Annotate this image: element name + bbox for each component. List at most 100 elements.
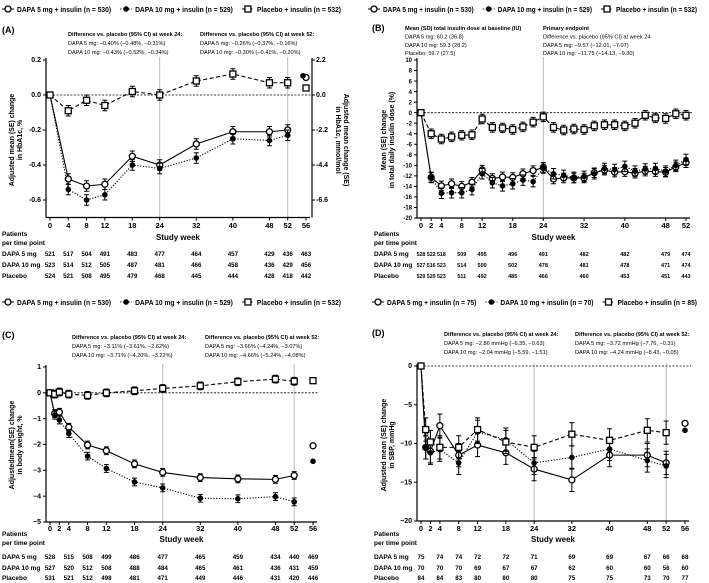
- x-tick-label: 0: [419, 524, 423, 533]
- annotation-text: DAPA 10 mg: −4.66% (−5.24%, −4.08%): [205, 353, 306, 359]
- patients-row: Placebo 531 521 512 498 481 471 449 446 431 420 446: [2, 575, 319, 582]
- patients-count: 508: [82, 554, 93, 561]
- y-tick-label: 6: [409, 79, 413, 85]
- legend-item: Placebo + insulin (n = 532): [241, 5, 341, 14]
- patients-count: 459: [233, 554, 244, 561]
- legend-item: Placebo + insulin (n = 532): [600, 5, 697, 14]
- legend-item: Placebo + insulin (n = 532): [241, 298, 341, 307]
- patients-count: 72: [502, 554, 509, 561]
- legend-marker-icon: [244, 5, 252, 13]
- patients-label: per time point: [2, 240, 46, 247]
- x-tick-label: 2: [57, 524, 61, 533]
- patients-count: 491: [100, 251, 111, 258]
- patients-count: 515: [64, 554, 75, 561]
- data-point: [101, 180, 109, 188]
- data-point: [643, 426, 651, 434]
- annotation-text: DAPA 10 mg: −0.43% (−0.52%, −0.34%): [68, 50, 169, 56]
- patients-row-label: Placebo: [2, 575, 27, 582]
- patients-count: 488: [129, 565, 140, 572]
- patients-count: 524: [45, 273, 56, 280]
- x-tick-label: 4: [66, 221, 71, 230]
- patients-row: DAPA 10 mg 527 516 523 514 500 502 478 481 478 471…: [374, 262, 692, 269]
- legend-item: DAPA 5 mg + insulin (n = 530): [2, 298, 111, 307]
- data-point: [600, 121, 609, 129]
- legend: DAPA 5 mg + insulin (n = 530) DAPA 10 mg …: [368, 5, 697, 14]
- patients-count: 466: [539, 274, 548, 280]
- data-point: [128, 152, 136, 160]
- patients-count: 458: [228, 262, 239, 269]
- x-tick-label: 8: [85, 524, 89, 533]
- patients-count: 67: [502, 565, 509, 572]
- patients-label: Patients: [2, 531, 28, 538]
- data-point: [631, 119, 639, 127]
- patients-count: 492: [478, 274, 487, 280]
- data-point: [438, 190, 445, 197]
- patients-row-label: DAPA 5 mg: [374, 251, 409, 258]
- patients-count: 74: [455, 554, 462, 561]
- data-point: [530, 443, 538, 452]
- y-tick-label: 0.2: [31, 57, 41, 64]
- data-point: [192, 77, 200, 85]
- patients-count: 56: [663, 565, 670, 572]
- legend-marker-icon: [123, 299, 129, 305]
- y2-axis-title-line: Adjusted mean change (SE): [342, 94, 349, 187]
- y-axis-title-line: in SBP, mmHg: [389, 421, 396, 468]
- patients-count: 512: [81, 262, 92, 269]
- annotation-text: Difference vs. placebo (95% CI) at week …: [543, 34, 650, 40]
- data-point: [428, 174, 434, 181]
- x-tick-label: 32: [568, 524, 576, 533]
- patients-count: 478: [539, 263, 548, 269]
- data-point: [611, 166, 618, 173]
- data-point: [568, 476, 576, 484]
- patients-count: 464: [191, 251, 202, 258]
- legend-label: Placebo + insulin (n = 532): [257, 7, 341, 14]
- patients-count: 459: [308, 565, 319, 572]
- annotation-text: DAPA 10 mg: 59.3 (28.2): [405, 43, 467, 49]
- x-tick-label: 40: [229, 221, 237, 230]
- data-point: [568, 430, 576, 438]
- patients-count: 481: [155, 262, 166, 269]
- patients-count: 431: [289, 565, 300, 572]
- patients-table: Patients per time point DAPA 5 mg 528 515 508…: [2, 531, 319, 582]
- annotation-text: Difference vs. placebo (95% CI) at week …: [68, 32, 183, 38]
- series-open-square: [417, 362, 670, 460]
- legend-item: DAPA 10 mg + insulin (n = 529): [120, 6, 233, 14]
- data-point: [417, 362, 425, 370]
- data-point: [192, 140, 200, 148]
- patients-count: 461: [233, 565, 244, 572]
- series-filled-circle: [47, 72, 306, 206]
- week56-data-point: [681, 419, 689, 428]
- data-point: [55, 388, 64, 396]
- annotation-text: Difference vs. placebo (95% CI) at week …: [205, 335, 320, 341]
- annotation-text: DAPA 10 mg: −11.75 (−14.13, −9.30): [543, 51, 635, 57]
- data-point: [560, 126, 568, 134]
- legend-marker-icon: [123, 6, 129, 12]
- data-point: [621, 122, 629, 130]
- data-point: [488, 123, 496, 132]
- patients-count: 481: [129, 575, 140, 582]
- panel-d: DAPA 5 mg + insulin (n = 75) DAPA 10 mg +…: [372, 298, 697, 582]
- patients-count: 84: [436, 575, 443, 582]
- patients-count: 80: [502, 575, 509, 582]
- y-tick-label: -0.2: [29, 127, 41, 134]
- patients-count: 486: [129, 554, 140, 561]
- patients-count: 428: [264, 273, 275, 280]
- x-tick-label: 40: [621, 221, 629, 230]
- annotation-text: DAPA 5 mg: −9.57 (−12.01, −7.07): [543, 43, 629, 49]
- data-point: [65, 186, 72, 193]
- data-point: [611, 121, 619, 129]
- patients-row: DAPA 5 mg 528 515 508 499 486 477 465 459 434 440 4…: [2, 554, 319, 561]
- x-tick-label: 2: [429, 221, 433, 230]
- x-tick-label: 0: [419, 221, 423, 230]
- patients-count: 466: [191, 262, 202, 269]
- patients-count: 443: [681, 274, 690, 280]
- patients-count: 517: [63, 251, 74, 258]
- data-point: [455, 443, 463, 452]
- data-point: [103, 465, 110, 472]
- x-tick-label: 12: [478, 221, 486, 230]
- patients-count: 527: [45, 565, 56, 572]
- patients-count: 509: [457, 252, 466, 258]
- data-point: [662, 428, 670, 437]
- legend-item: DAPA 5 mg + insulin (n = 530): [368, 5, 474, 14]
- patients-count: 528: [417, 252, 426, 258]
